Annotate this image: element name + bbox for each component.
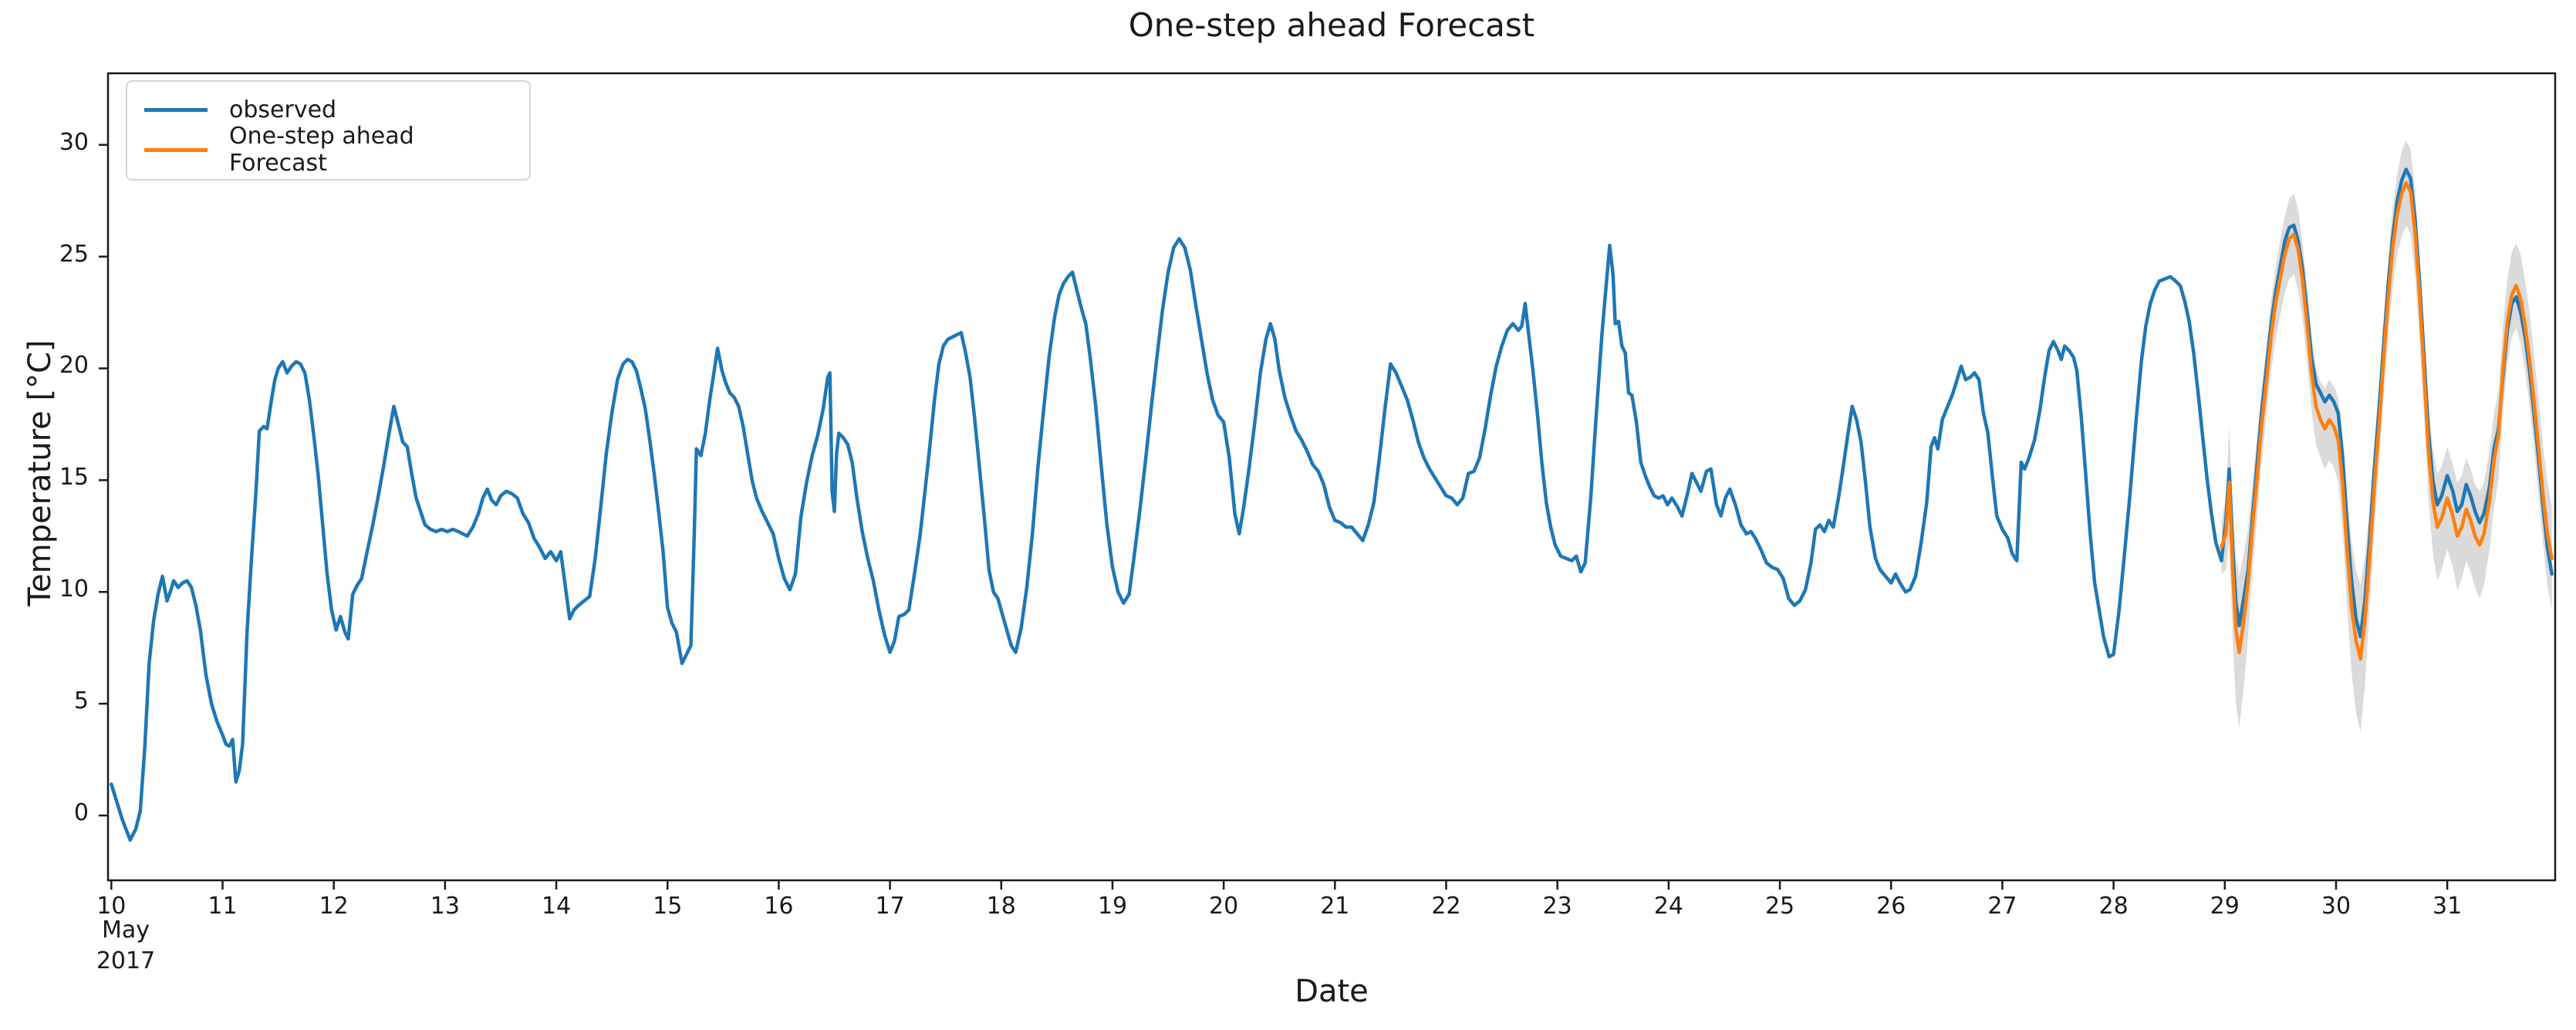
- forecast-line-swatch: [144, 147, 208, 152]
- x-tick-label-10: 10: [96, 893, 127, 920]
- plot-border: [106, 72, 2557, 882]
- y-tick-label-30: 30: [59, 128, 89, 156]
- x-tick-label-17: 17: [875, 893, 905, 920]
- x-tick-label-13: 13: [430, 893, 460, 920]
- observed-series-line: [110, 167, 2554, 843]
- year-text: 2017: [96, 947, 156, 974]
- chart-title: One-step ahead Forecast: [1128, 6, 1535, 44]
- y-tick-label-20: 20: [59, 352, 89, 380]
- x-tick-label-16: 16: [764, 893, 794, 920]
- x-tick-label-28: 28: [2098, 893, 2129, 920]
- x-tick-label-23: 23: [1542, 893, 1572, 920]
- legend-item-observed: observed: [144, 89, 512, 130]
- y-tick-label-0: 0: [73, 799, 89, 826]
- x-tick-label-22: 22: [1431, 893, 1461, 920]
- x-tick-label-14: 14: [541, 893, 572, 920]
- x-tick-label-19: 19: [1097, 893, 1128, 920]
- forecast-series-line: [2220, 181, 2554, 661]
- legend-label-observed: observed: [229, 96, 337, 123]
- x-tick-label-26: 26: [1876, 893, 1906, 920]
- y-tick-label-25: 25: [59, 240, 89, 268]
- x-tick-label-29: 29: [2210, 893, 2240, 920]
- y-tick-label-5: 5: [73, 687, 89, 715]
- y-tick-label-10: 10: [59, 576, 89, 603]
- x-axis-month-label: May 2017: [79, 915, 172, 977]
- legend-item-forecast: One-step ahead Forecast: [144, 123, 512, 177]
- x-tick-label-25: 25: [1764, 893, 1795, 920]
- x-tick-label-31: 31: [2433, 893, 2463, 920]
- x-tick-label-20: 20: [1209, 893, 1239, 920]
- confidence-band: [2221, 140, 2552, 733]
- x-tick-label-27: 27: [1987, 893, 2017, 920]
- y-tick-label-15: 15: [59, 464, 89, 491]
- x-tick-label-24: 24: [1653, 893, 1683, 920]
- x-tick-label-11: 11: [208, 893, 238, 920]
- month-text: May: [101, 917, 150, 944]
- x-axis-label: Date: [1295, 974, 1369, 1009]
- x-tick-label-18: 18: [986, 893, 1016, 920]
- x-tick-label-12: 12: [319, 893, 349, 920]
- observed-line-swatch: [144, 107, 208, 112]
- x-tick-label-15: 15: [653, 893, 683, 920]
- legend-label-forecast: One-step ahead Forecast: [229, 123, 414, 177]
- x-tick-label-30: 30: [2321, 893, 2351, 920]
- legend: observed One-step ahead Forecast: [126, 80, 531, 181]
- x-tick-label-21: 21: [1320, 893, 1350, 920]
